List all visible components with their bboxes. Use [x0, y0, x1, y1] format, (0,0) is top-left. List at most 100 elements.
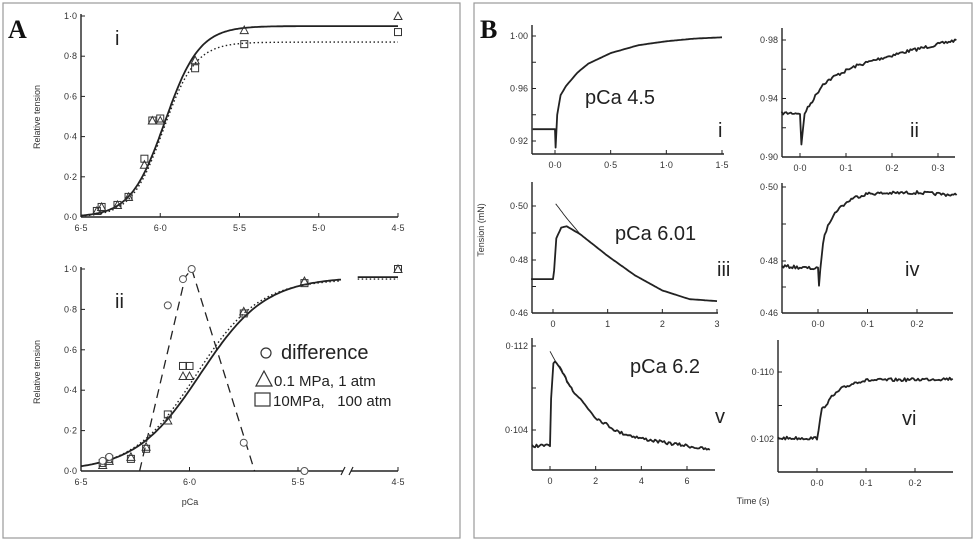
square-marker [300, 279, 309, 288]
square-marker [140, 154, 149, 163]
panel-roman-label: i [115, 28, 119, 50]
panel-roman-label: iv [905, 259, 919, 281]
difference-curve [138, 268, 256, 472]
y-tick-label: 0·50 [760, 182, 778, 192]
circle-marker [163, 301, 172, 310]
tension-trace [777, 376, 954, 441]
circle-marker [300, 467, 309, 475]
y-tick-label: 0·6 [64, 91, 77, 101]
x-tick-label: 1·0 [660, 160, 673, 170]
x-tick-label: 1·5 [715, 160, 728, 170]
x-tick-label: 0·0 [810, 478, 823, 488]
legend-label-10mpa: 10MPa, 100 atm [273, 393, 391, 410]
circle-marker [105, 452, 114, 461]
y-tick-label: 0·0 [64, 466, 77, 476]
chart-b-i: 0·0 0·5 1·0 1·5 0·92 0·96 1·00 i pCa 4.5 [510, 25, 729, 170]
triangle-marker [126, 451, 136, 461]
x-tick-label: 0·0 [548, 160, 561, 170]
triangle-marker [184, 370, 195, 381]
square-marker [178, 361, 187, 370]
a-ii-y-axis-label: Relative tension [32, 340, 42, 404]
chart-b-v: 0 2 4 6 0·104 0·112 v pCa 6.2 [505, 338, 725, 486]
y-tick-label: 0·46 [510, 308, 528, 318]
triangle-marker [393, 263, 403, 273]
triangle-marker [139, 159, 150, 169]
triangle-marker [104, 455, 115, 465]
x-tick-label: 0·1 [859, 478, 872, 488]
circle-marker [178, 275, 187, 284]
panel-b-frame [473, 2, 973, 539]
x-tick-label: 4·5 [391, 477, 404, 487]
y-tick-label: 0·4 [64, 385, 77, 395]
b-y-axis-label: Tension (mN) [476, 203, 486, 257]
pca-annotation: pCa 6.01 [615, 223, 696, 245]
square-marker [394, 265, 402, 273]
chart-a-i: 6·5 6·0 5·5 5·0 4·5 0·0 0·2 0·4 0·6 0·8 1·0 i [64, 10, 405, 233]
panel-a-label: A [8, 15, 27, 44]
pca-annotation: pCa 4.5 [585, 87, 655, 109]
fit-curve [80, 25, 398, 217]
chart-b-iv: 0·0 0·1 0·2 0·46 0·48 0·50 iv [760, 182, 958, 329]
x-tick-label: 0·2 [885, 163, 898, 173]
x-tick-label: 6·0 [154, 223, 167, 233]
square-marker [156, 114, 165, 123]
y-tick-label: 0·8 [64, 304, 77, 314]
x-tick-label: 6·5 [74, 477, 87, 487]
y-tick-label: 0·2 [64, 426, 77, 436]
y-tick-label: 1·0 [64, 264, 77, 274]
y-tick-label: 0·104 [505, 425, 528, 435]
x-tick-label: 0·0 [793, 163, 806, 173]
panel-roman-label: v [715, 406, 725, 428]
x-tick-label: 0 [550, 319, 555, 329]
x-tick-label: 5·5 [291, 477, 304, 487]
y-tick-label: 0·48 [760, 256, 778, 266]
legend-circle-marker [260, 347, 272, 359]
fit-line [549, 351, 574, 391]
triangle-marker [141, 441, 151, 451]
tension-trace [531, 225, 718, 302]
tension-trace [780, 38, 957, 146]
triangle-marker [238, 306, 249, 316]
x-tick-label: 2 [593, 476, 598, 486]
x-tick-label: 0·3 [931, 163, 944, 173]
square-marker [185, 361, 194, 370]
panel-a-frame [2, 2, 461, 539]
chart-b-iii: 0 1 2 3 0·46 0·48 0·50 iii pCa 6.01 [510, 182, 730, 329]
y-tick-label: 0·96 [510, 84, 528, 94]
y-tick-label: 0·102 [751, 434, 774, 444]
legend-label-difference: difference [281, 342, 368, 364]
y-tick-label: 1·0 [64, 11, 77, 21]
y-tick-label: 0·2 [64, 172, 77, 182]
triangle-marker [239, 25, 250, 35]
triangle-marker [147, 115, 158, 125]
fit-curve [80, 41, 398, 217]
x-tick-label: 0 [547, 476, 552, 486]
y-tick-label: 0·92 [510, 136, 528, 146]
y-tick-label: 0·4 [64, 132, 77, 142]
y-tick-label: 0·110 [752, 367, 774, 377]
circle-marker [187, 265, 196, 273]
square-marker [126, 454, 135, 463]
triangle-marker [393, 10, 403, 20]
square-marker [163, 410, 172, 419]
circle-marker [98, 456, 107, 465]
triangle-marker [178, 370, 188, 381]
x-tick-label: 0·2 [910, 319, 923, 329]
legend-square-marker [254, 392, 271, 407]
y-tick-label: 0·48 [510, 255, 528, 265]
panel-roman-label: i [718, 120, 722, 142]
pca-annotation: pCa 6.2 [630, 356, 700, 378]
x-tick-label: 5·0 [312, 223, 325, 233]
y-tick-label: 0·98 [760, 35, 778, 45]
y-tick-label: 0·0 [64, 212, 77, 222]
y-tick-label: 0·8 [64, 51, 77, 61]
panel-roman-label: iii [717, 259, 730, 281]
tension-trace [531, 360, 711, 451]
chart-a-ii: 6·5 6·0 5·5 4·5 0·0 0·2 0·4 0·6 0·8 1·0 ii [64, 263, 405, 487]
x-tick-label: 5·5 [233, 223, 246, 233]
y-tick-label: 0·46 [760, 308, 778, 318]
x-tick-label: 3 [714, 319, 719, 329]
legend-label-0-1mpa: 0.1 MPa, 1 atm [274, 373, 376, 390]
triangle-marker [162, 415, 173, 425]
